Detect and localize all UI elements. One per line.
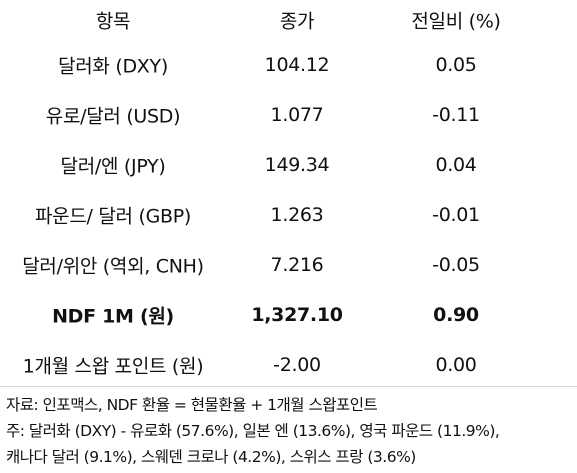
row-item: 달러/엔 (JPY) <box>60 155 166 178</box>
row-item: 1개월 스왑 포인트 (원) <box>22 355 204 378</box>
table-footer-divider <box>0 386 577 387</box>
row-close: 104.12 <box>264 54 330 76</box>
composition-note: 주: 달러화 (DXY) - 유로화 (57.6%), 일본 엔 (13.6%)… <box>6 422 500 440</box>
row-close: -2.00 <box>273 354 321 376</box>
header-close: 종가 <box>279 10 315 33</box>
row-item: 파운드/ 달러 (GBP) <box>34 205 192 228</box>
header-change: 전일비 (%) <box>411 10 501 33</box>
row-change: 0.90 <box>433 304 479 326</box>
row-change: 0.05 <box>435 54 477 76</box>
row-change: 0.00 <box>435 354 477 376</box>
row-close: 1.263 <box>270 204 324 226</box>
footnotes: 자료: 인포맥스, NDF 환율 = 현물환율 + 1개월 스왑포인트 주: 달… <box>6 392 500 470</box>
table-row: 달러화 (DXY) 104.12 0.05 <box>0 40 577 90</box>
table-header-row: 항목 종가 전일비 (%) <box>0 0 577 40</box>
source-note: 자료: 인포맥스, NDF 환율 = 현물환율 + 1개월 스왑포인트 <box>6 396 378 414</box>
row-change: 0.04 <box>435 154 477 176</box>
table-row: 1개월 스왑 포인트 (원) -2.00 0.00 <box>0 340 577 390</box>
table-row-highlight: NDF 1M (원) 1,327.10 0.90 <box>0 290 577 340</box>
header-item: 항목 <box>95 10 131 33</box>
composition-note-cont: 캐나다 달러 (9.1%), 스웨덴 크로나 (4.2%), 스위스 프랑 (3… <box>6 448 416 466</box>
row-close: 1,327.10 <box>251 304 343 326</box>
row-change: -0.11 <box>432 104 480 126</box>
fx-table: 항목 종가 전일비 (%) 달러화 (DXY) 104.12 0.05 유로/달… <box>0 0 577 390</box>
row-change: -0.01 <box>432 204 480 226</box>
row-item: 유로/달러 (USD) <box>45 105 181 128</box>
table-row: 유로/달러 (USD) 1.077 -0.11 <box>0 90 577 140</box>
row-close: 7.216 <box>270 254 324 276</box>
row-item: 달러/위안 (역외, CNH) <box>22 255 204 278</box>
row-close: 149.34 <box>264 154 330 176</box>
row-item: NDF 1M (원) <box>52 305 174 328</box>
row-change: -0.05 <box>432 254 480 276</box>
table-row: 달러/위안 (역외, CNH) 7.216 -0.05 <box>0 240 577 290</box>
table-row: 달러/엔 (JPY) 149.34 0.04 <box>0 140 577 190</box>
table-row: 파운드/ 달러 (GBP) 1.263 -0.01 <box>0 190 577 240</box>
row-item: 달러화 (DXY) <box>58 55 168 78</box>
row-close: 1.077 <box>270 104 324 126</box>
